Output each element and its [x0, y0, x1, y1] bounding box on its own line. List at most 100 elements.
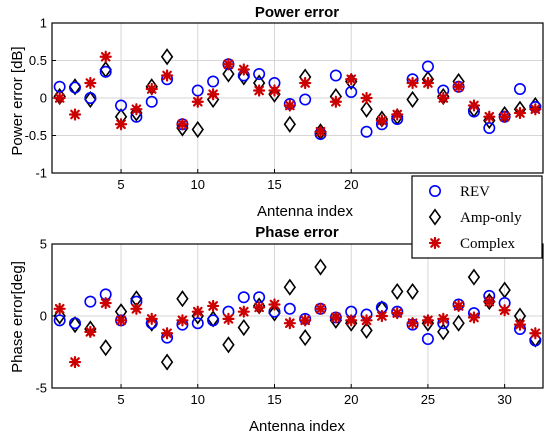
data-point-diamond — [84, 90, 97, 109]
legend-label: REV — [460, 184, 490, 200]
y-tick-label: 0 — [40, 309, 47, 324]
legend: REV Amp-only Complex — [411, 175, 543, 259]
y-tick-label: 0.5 — [29, 53, 47, 68]
data-point-diamond — [467, 268, 481, 286]
data-point-star — [428, 236, 442, 250]
series-complex — [53, 50, 542, 138]
data-point-circle — [253, 291, 266, 304]
data-point-diamond — [237, 318, 250, 337]
data-point-star — [68, 355, 82, 369]
y-tick-label: 1 — [40, 16, 47, 31]
legend-label: Complex — [460, 236, 515, 252]
data-point-diamond — [160, 48, 174, 66]
data-point-star — [513, 106, 527, 120]
data-point-circle — [513, 83, 526, 96]
data-point-diamond — [222, 336, 235, 354]
data-point-star — [345, 73, 358, 86]
data-point-star — [68, 108, 82, 121]
data-point-star — [529, 103, 542, 116]
data-point-star — [253, 84, 266, 97]
x-tick-label: 5 — [117, 177, 124, 192]
data-point-circle — [283, 302, 296, 315]
data-point-star — [145, 82, 158, 96]
data-point-circle — [115, 99, 128, 112]
data-point-circle — [84, 295, 97, 308]
data-point-diamond — [268, 304, 281, 322]
data-point-diamond — [99, 339, 112, 357]
x-axis-label: Antenna index — [257, 203, 353, 220]
data-point-star — [498, 304, 511, 317]
y-tick-label: 0 — [40, 91, 47, 106]
panel-title: Power error — [255, 4, 339, 21]
data-point-diamond — [237, 68, 250, 86]
data-point-star — [253, 301, 266, 314]
data-point-star — [283, 317, 296, 330]
data-point-diamond — [391, 282, 404, 301]
data-point-star — [406, 317, 419, 330]
data-point-circle — [191, 317, 204, 330]
data-point-star — [283, 99, 296, 112]
data-point-circle — [329, 69, 342, 82]
data-point-star — [176, 314, 189, 327]
data-point-star — [467, 99, 481, 112]
data-point-star — [207, 88, 220, 101]
series-complex — [53, 295, 542, 369]
data-point-star — [329, 311, 342, 324]
data-point-star — [452, 299, 465, 313]
data-point-star — [345, 314, 358, 327]
data-point-star — [160, 327, 174, 340]
power-error-panel: Power error Power error [dB] Antenna ind… — [9, 4, 544, 220]
data-point-star — [314, 302, 327, 315]
data-point-circle — [99, 65, 112, 78]
data-point-star — [160, 69, 174, 82]
data-point-diamond — [360, 321, 373, 339]
data-point-circle — [345, 86, 358, 99]
data-point-star — [84, 76, 97, 90]
data-point-star — [114, 118, 128, 131]
data-point-diamond — [428, 208, 442, 226]
data-point-star — [406, 76, 419, 90]
data-point-circle — [253, 68, 266, 81]
data-point-diamond — [406, 282, 419, 301]
data-point-diamond — [314, 258, 327, 276]
x-tick-label: 10 — [191, 177, 205, 192]
data-point-star — [513, 318, 527, 331]
data-point-star — [145, 312, 158, 325]
x-tick-label: 15 — [267, 177, 281, 192]
data-point-star — [237, 63, 250, 76]
data-point-circle — [237, 291, 250, 304]
legend-label: Amp-only — [460, 210, 522, 226]
phase-error-panel: Phase error Phase error[deg] Antenna ind… — [9, 224, 544, 435]
data-point-circle — [421, 60, 434, 73]
data-point-circle — [299, 93, 312, 106]
data-point-circle — [53, 314, 66, 327]
data-point-star — [53, 91, 66, 105]
series-amp-only — [53, 48, 542, 141]
data-point-diamond — [176, 290, 189, 308]
data-point-circle — [69, 81, 82, 94]
x-tick-label: 10 — [191, 392, 205, 407]
data-point-star — [529, 327, 542, 340]
y-tick-label: -5 — [35, 381, 47, 396]
data-point-diamond — [160, 353, 174, 371]
legend-item: Complex — [428, 236, 515, 252]
data-point-star — [99, 296, 112, 310]
data-point-star — [391, 108, 404, 121]
data-point-star — [299, 76, 312, 90]
y-tick-label: -0.5 — [25, 128, 47, 143]
x-tick-label: 5 — [117, 392, 124, 407]
legend-item: REV — [428, 184, 490, 200]
data-point-star — [314, 125, 327, 138]
data-point-star — [130, 302, 143, 315]
data-point-circle — [421, 333, 434, 346]
data-point-star — [191, 95, 204, 108]
data-point-circle — [207, 75, 220, 88]
data-point-star — [437, 91, 450, 105]
y-axis-label: Phase error[deg] — [9, 261, 26, 373]
data-point-circle — [428, 185, 441, 198]
x-tick-label: 20 — [344, 177, 358, 192]
data-point-diamond — [483, 111, 496, 130]
data-point-star — [437, 312, 450, 325]
x-tick-label: 15 — [267, 392, 281, 407]
